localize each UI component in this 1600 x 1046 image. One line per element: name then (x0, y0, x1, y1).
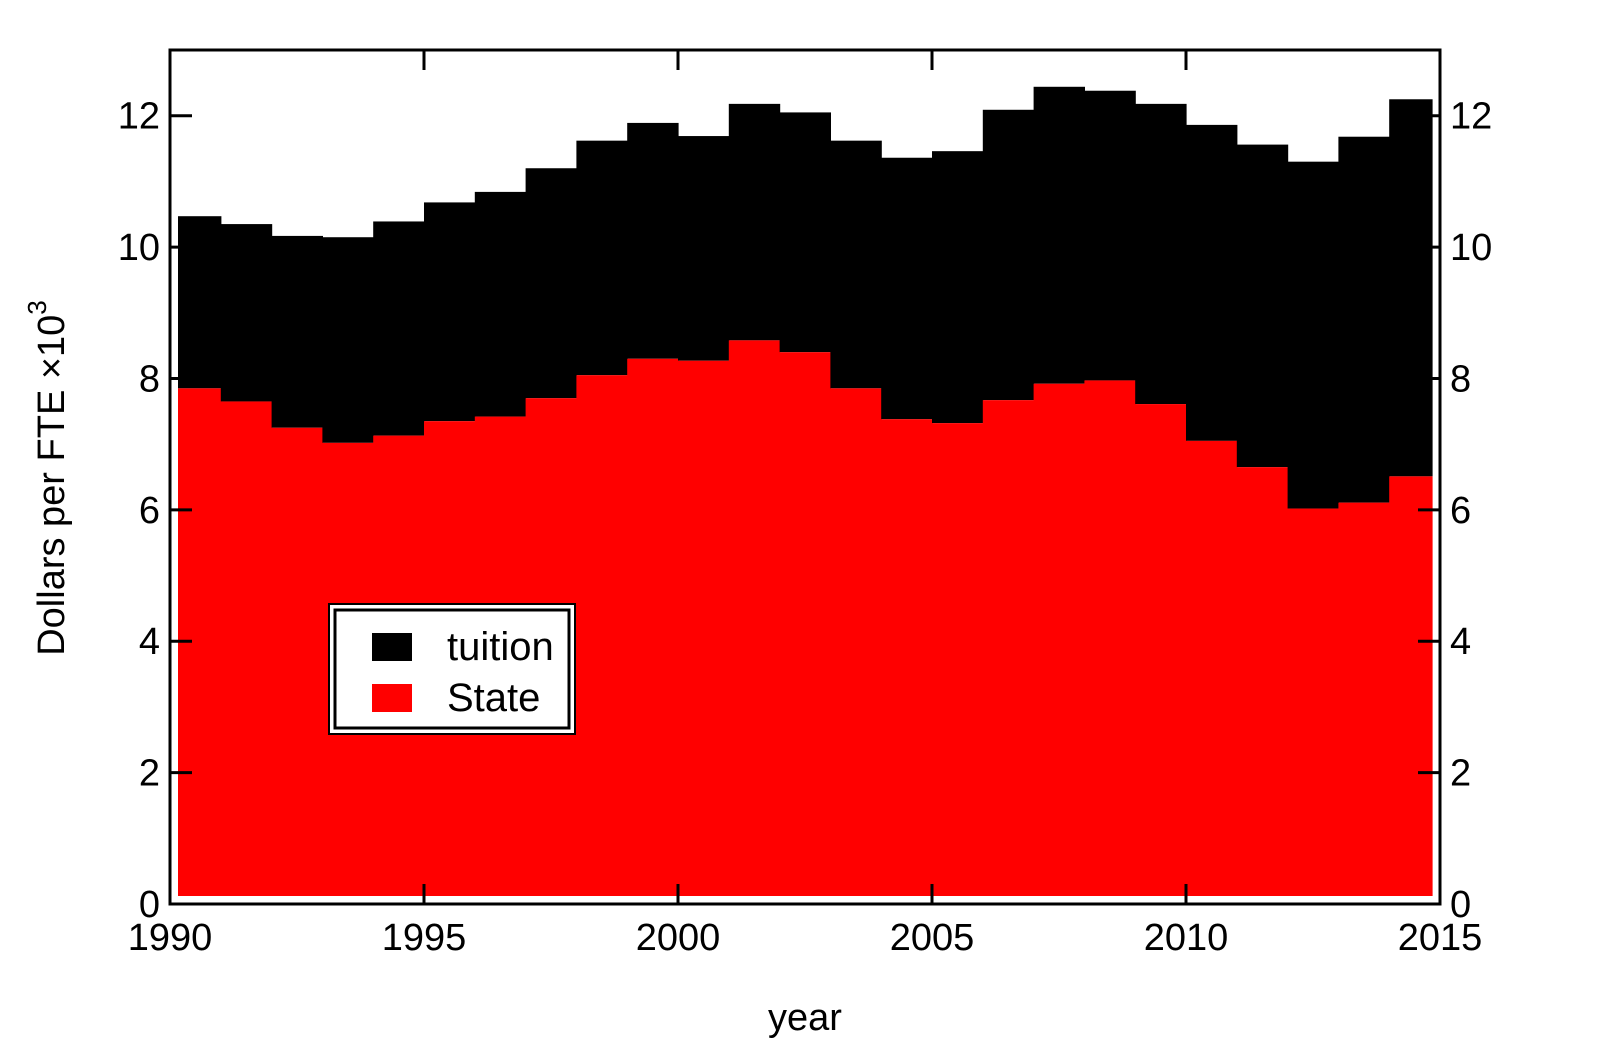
state-bar-2012 (1287, 508, 1339, 896)
state-bar-2011 (1236, 467, 1289, 896)
y-tick-label-right: 12 (1450, 96, 1492, 138)
tuition-bar-1995 (424, 202, 476, 422)
y-tick-label-left: 6 (139, 490, 160, 532)
tuition-bar-1996 (474, 191, 527, 417)
tuition-bar-2012 (1287, 161, 1339, 509)
y-tick-label-left: 4 (139, 621, 160, 663)
y-axis-title: Dollars per FTE ×103 (22, 300, 73, 656)
tuition-bar-1994 (373, 221, 425, 436)
state-bar-2005 (932, 423, 984, 896)
tuition-bar-2008 (1084, 90, 1136, 381)
tuition-bar-2000 (678, 136, 730, 361)
state-bar-2001 (728, 340, 781, 896)
tuition-bar-2014 (1389, 99, 1433, 477)
y-tick-label-right: 10 (1450, 227, 1492, 269)
plot-frame (168, 48, 1442, 906)
state-bar-2003 (830, 388, 882, 896)
y-axis-title-main: Dollars per FTE ×10 (31, 315, 73, 656)
state-bar-1999 (627, 358, 679, 896)
x-tick-label: 1990 (128, 917, 213, 959)
state-bar-2006 (982, 400, 1035, 896)
x-tick-label: 2015 (1398, 917, 1483, 959)
y-tick-label-right: 4 (1450, 621, 1471, 663)
tuition-bar-1993 (322, 237, 374, 443)
y-tick-label-left: 0 (139, 884, 160, 926)
tuition-bar-2001 (728, 103, 781, 341)
tuition-bar-1992 (271, 235, 323, 428)
y-axis-title-exponent: 3 (22, 300, 52, 314)
tuition-bar-2005 (932, 151, 984, 424)
tuition-bar-2007 (1033, 86, 1085, 384)
tuition-bar-2006 (982, 109, 1035, 401)
state-bar-2007 (1033, 383, 1085, 896)
tuition-bar-1991 (220, 224, 273, 402)
legend: tuition State (328, 603, 576, 735)
tuition-bar-2009 (1135, 103, 1187, 405)
y-tick-label-left: 10 (118, 227, 160, 269)
tuition-bar-2011 (1236, 144, 1289, 468)
x-tick-label: 1995 (382, 917, 467, 959)
state-bar-2009 (1135, 404, 1187, 896)
tuition-bar-1998 (576, 140, 628, 376)
legend-inner-frame (333, 608, 571, 730)
state-bar-2013 (1338, 502, 1390, 896)
legend-swatch-state (372, 684, 412, 712)
x-tick-label: 2000 (636, 917, 721, 959)
tuition-bar-2013 (1338, 136, 1390, 503)
y-tick-label-right: 6 (1450, 490, 1471, 532)
y-tick-label-left: 12 (118, 96, 160, 138)
tuition-bar-1999 (627, 122, 679, 359)
tuition-bar-2004 (881, 157, 933, 420)
y-tick-label-right: 2 (1450, 753, 1471, 795)
y-axis-title-group: Dollars per FTE ×103 (22, 300, 73, 656)
state-bar-1998 (576, 375, 628, 897)
x-axis-title: year (768, 997, 842, 1039)
tuition-bar-1990 (178, 216, 222, 389)
state-bar-2010 (1186, 440, 1238, 896)
y-tick-label-left: 2 (139, 753, 160, 795)
tuition-bar-2003 (830, 140, 882, 389)
legend-label-state: State (447, 676, 540, 720)
plot-areas (178, 86, 1433, 897)
x-tick-label: 2005 (890, 917, 975, 959)
y-tick-label-right: 8 (1450, 358, 1471, 400)
state-bar-1992 (271, 427, 323, 896)
state-bar-2000 (678, 360, 730, 896)
tuition-bar-1997 (525, 168, 577, 399)
legend-label-tuition: tuition (447, 625, 554, 669)
y-tick-label-right: 0 (1450, 884, 1471, 926)
tuition-bar-2002 (779, 112, 831, 353)
y-axis: 0 0 2 2 4 4 6 6 8 8 10 10 12 12 (118, 96, 1493, 926)
state-bar-1991 (220, 401, 273, 896)
state-bar-2002 (779, 352, 831, 897)
state-bar-2014 (1389, 476, 1433, 896)
tuition-bar-2010 (1186, 124, 1238, 441)
x-tick-label: 2010 (1144, 917, 1229, 959)
y-tick-label-left: 8 (139, 358, 160, 400)
legend-swatch-tuition (372, 633, 412, 661)
state-bar-2004 (881, 419, 933, 896)
x-axis: 1990 1995 2000 2005 2010 2015 (128, 50, 1483, 959)
state-bar-2008 (1084, 380, 1136, 896)
